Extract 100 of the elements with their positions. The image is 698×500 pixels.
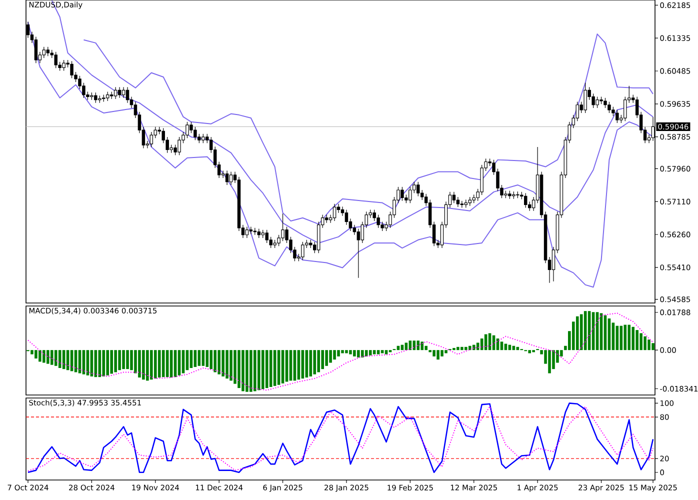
bar — [226, 350, 228, 379]
bar — [206, 350, 209, 367]
bar — [158, 350, 161, 378]
bar — [281, 350, 284, 384]
bar — [632, 326, 635, 350]
candlestick — [400, 186, 404, 202]
bar — [444, 350, 448, 354]
candlestick — [592, 93, 595, 108]
bar — [624, 324, 627, 350]
candlestick — [34, 36, 38, 64]
candlestick — [356, 228, 360, 278]
bar — [182, 350, 185, 374]
bar — [54, 350, 58, 366]
candlestick — [54, 52, 58, 68]
candlestick — [524, 192, 528, 208]
candlestick — [94, 92, 98, 104]
bar — [106, 350, 110, 376]
bar — [273, 350, 276, 386]
candlestick — [408, 186, 412, 204]
bar — [372, 350, 376, 354]
bar — [325, 350, 328, 366]
bar — [250, 350, 252, 392]
bar — [333, 350, 336, 360]
candlestick — [604, 98, 607, 108]
bar — [452, 348, 456, 350]
bar — [194, 350, 197, 367]
candlestick — [380, 221, 384, 232]
candlestick — [616, 110, 619, 124]
candlestick — [150, 132, 154, 148]
bar — [134, 350, 137, 374]
candlestick — [480, 164, 484, 196]
line-series — [83, 34, 654, 225]
candlestick — [372, 209, 376, 222]
bar — [460, 346, 464, 350]
candlestick — [281, 213, 284, 242]
candlestick — [178, 136, 181, 156]
bar — [118, 350, 121, 370]
candlestick — [174, 144, 177, 156]
bar — [309, 350, 312, 376]
bar — [440, 350, 444, 356]
candlestick — [576, 101, 579, 122]
bar — [357, 350, 360, 358]
candlestick — [324, 214, 328, 224]
bar — [468, 346, 472, 350]
bar — [130, 350, 133, 370]
candlestick — [118, 86, 122, 98]
bar — [341, 350, 344, 354]
bar — [30, 350, 34, 354]
bar — [190, 350, 193, 368]
bar — [150, 350, 153, 380]
bar — [277, 350, 280, 385]
candlestick — [452, 192, 456, 204]
bar — [472, 344, 476, 350]
bar — [528, 350, 532, 354]
candlestick — [245, 226, 249, 238]
bar — [349, 350, 352, 354]
bar — [640, 333, 642, 350]
bar — [246, 350, 248, 392]
bar — [329, 350, 332, 363]
candlestick — [257, 228, 261, 238]
bar — [376, 350, 380, 354]
bar — [321, 350, 324, 370]
bar — [142, 350, 145, 380]
candlestick — [344, 209, 348, 226]
candlestick — [249, 226, 253, 234]
candlestick — [82, 82, 86, 98]
bar — [420, 342, 424, 350]
candlestick — [612, 106, 615, 116]
candlestick — [70, 60, 74, 78]
candlestick — [42, 46, 46, 58]
bar — [126, 350, 129, 370]
candlestick — [198, 134, 201, 144]
candlestick — [225, 170, 229, 186]
candlestick — [122, 86, 126, 98]
bar — [368, 350, 372, 356]
bar — [628, 324, 631, 350]
bar — [102, 350, 106, 376]
bar — [238, 350, 240, 388]
bar — [230, 350, 232, 381]
candlestick — [301, 242, 304, 260]
candlestick — [194, 126, 197, 140]
bar — [456, 346, 460, 350]
bar — [42, 350, 46, 363]
bar — [138, 350, 141, 378]
candlestick — [376, 214, 380, 228]
candlestick — [456, 196, 460, 208]
bar — [254, 350, 256, 392]
candlestick — [126, 86, 130, 104]
candlestick — [416, 182, 420, 196]
bar — [424, 346, 428, 350]
bar — [261, 350, 264, 390]
bar — [612, 322, 615, 350]
bar — [198, 350, 201, 366]
bar — [652, 343, 654, 350]
bar — [234, 350, 236, 384]
candlestick — [229, 172, 233, 186]
bar — [476, 342, 480, 350]
bar — [464, 346, 468, 350]
bar — [110, 350, 113, 374]
candlestick — [46, 46, 50, 56]
